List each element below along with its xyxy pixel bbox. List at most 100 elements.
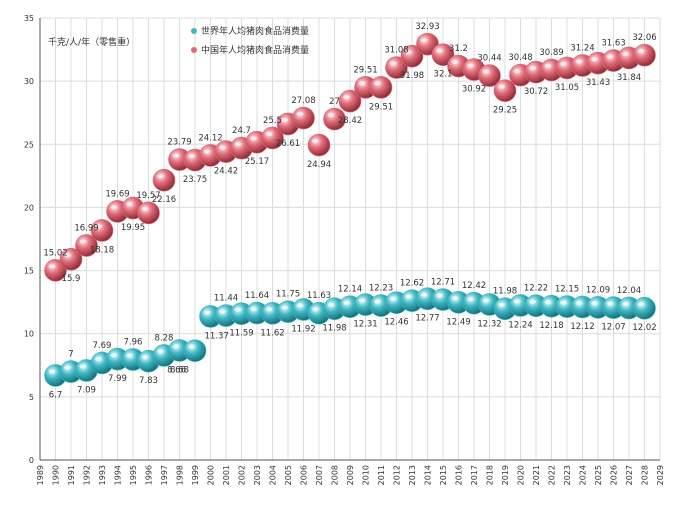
world-data-label-2027: 12.04	[617, 286, 641, 296]
world-data-label-2001: 11.44	[214, 294, 238, 304]
china-data-label-2005: 26.61	[276, 139, 300, 149]
x-tick-label: 2006	[300, 465, 309, 485]
world-point-highlight-2012	[389, 296, 397, 301]
x-tick-label: 1992	[83, 465, 92, 485]
china-data-label-2024: 31.24	[570, 43, 594, 53]
china-data-label-2021: 30.72	[524, 87, 548, 97]
x-tick-label: 2013	[408, 465, 417, 485]
y-tick-label: 35	[24, 14, 34, 23]
china-data-label-2011: 29.51	[369, 102, 393, 112]
china-point-highlight-1991	[64, 253, 71, 258]
china-point-highlight-2028	[637, 48, 645, 54]
china-point-highlight-2012	[389, 61, 397, 66]
china-point-highlight-2022	[544, 63, 552, 69]
china-data-label-2028: 32.06	[632, 33, 656, 43]
world-point-highlight-2021	[529, 299, 536, 304]
y-tick-label: 5	[29, 393, 34, 402]
china-point-highlight-2005	[281, 117, 288, 123]
china-data-label-1991: 15.9	[62, 274, 81, 284]
world-data-label-2009: 12.14	[338, 285, 362, 295]
china-point-highlight-1998	[172, 153, 180, 158]
world-point-highlight-2028	[637, 302, 645, 307]
world-point-highlight-2022	[544, 299, 552, 305]
x-tick-label: 2028	[641, 465, 650, 485]
x-tick-label: 1998	[176, 465, 185, 485]
world-point-highlight-2001	[219, 309, 226, 314]
y-tick-label: 10	[24, 330, 34, 339]
china-point-highlight-2014	[420, 37, 428, 43]
world-data-label-2016: 12.49	[446, 317, 470, 327]
x-tick-label: 1995	[129, 465, 138, 485]
world-point-2028	[633, 296, 656, 320]
x-tick-label: 2007	[315, 465, 324, 485]
china-data-label-1993: 18.18	[90, 245, 114, 255]
x-tick-label: 2019	[501, 465, 510, 485]
world-point-highlight-1991	[64, 365, 71, 370]
world-point-highlight-2014	[420, 292, 428, 297]
world-point-highlight-2026	[606, 301, 614, 306]
world-point-highlight-2004	[265, 307, 273, 312]
world-point-highlight-1990	[48, 369, 56, 374]
x-tick-label: 1990	[52, 465, 61, 485]
world-point-highlight-2013	[405, 294, 412, 299]
x-tick-label: 2022	[548, 465, 557, 485]
china-point-highlight-2004	[265, 131, 273, 137]
world-data-label-2010: 12.31	[353, 320, 377, 330]
x-tick-label: 2012	[393, 465, 402, 485]
x-tick-label: 2025	[594, 465, 603, 485]
china-point-highlight-1999	[188, 153, 195, 159]
china-point-highlight-2001	[219, 145, 226, 150]
world-data-label-2008: 11.98	[322, 324, 346, 334]
world-data-label-1991: 7	[68, 350, 73, 360]
x-tick-label: 2015	[439, 465, 448, 485]
world-data-label-2028: 12.02	[632, 323, 656, 333]
china-data-label-2022: 30.89	[539, 48, 563, 58]
y-tick-label: 0	[29, 456, 34, 465]
world-point-highlight-1996	[141, 354, 149, 360]
x-tick-label: 1994	[114, 465, 123, 485]
china-point-highlight-2006	[296, 111, 304, 117]
x-tick-label: 2009	[346, 465, 355, 485]
china-point-highlight-2015	[436, 48, 443, 53]
x-tick-label: 2024	[579, 465, 588, 485]
china-data-label-2001: 24.42	[214, 167, 238, 177]
legend-marker-china	[191, 47, 197, 53]
world-point-1999	[183, 339, 207, 362]
china-data-label-2014: 32.93	[415, 22, 439, 32]
china-data-label-1996: 19.57	[136, 191, 160, 201]
china-data-label-2008: 27	[329, 97, 340, 107]
china-point-highlight-2024	[575, 59, 583, 64]
world-point-highlight-2008	[327, 302, 335, 307]
x-tick-label: 2021	[532, 465, 541, 485]
china-point-highlight-2003	[250, 135, 257, 141]
china-data-label-1994: 19.69	[105, 189, 129, 199]
x-tick-label: 2005	[284, 465, 293, 485]
world-data-label-2019: 11.98	[493, 287, 517, 297]
world-point-highlight-1994	[110, 352, 118, 358]
china-point-highlight-2025	[591, 56, 598, 62]
legend: 世界年人均猪肉食品消费量 中国年人均猪肉食品消费量	[191, 25, 309, 56]
china-point-highlight-2019	[498, 84, 505, 89]
china-data-label-2025: 31.43	[586, 78, 610, 88]
grid	[39, 17, 661, 461]
china-data-label-2027: 31.84	[617, 73, 641, 83]
world-data-label-1998: 8.68	[170, 365, 189, 375]
world-data-label-2022: 12.18	[539, 321, 563, 331]
world-data-label-1993: 7.69	[93, 341, 112, 351]
world-data-label-2000: 11.37	[205, 331, 229, 341]
world-point-highlight-1993	[95, 356, 102, 362]
x-tick-label: 2000	[207, 465, 216, 485]
china-point-2006	[292, 106, 315, 130]
world-point-highlight-2006	[296, 303, 304, 308]
world-data-label-1999: 8.66	[167, 366, 186, 376]
world-point-highlight-2024	[575, 300, 583, 306]
china-point-highlight-2011	[374, 81, 381, 86]
legend-item-world: 世界年人均猪肉食品消费量	[191, 25, 309, 37]
world-data-label-2002: 11.59	[229, 329, 253, 339]
world-data-label-2023: 12.15	[555, 285, 579, 295]
china-point-highlight-2000	[203, 149, 211, 154]
china-point-2007	[307, 133, 331, 157]
world-data-label-1995: 7.96	[124, 337, 143, 347]
y-tick-label: 25	[24, 140, 34, 149]
china-point-highlight-2023	[560, 61, 567, 67]
